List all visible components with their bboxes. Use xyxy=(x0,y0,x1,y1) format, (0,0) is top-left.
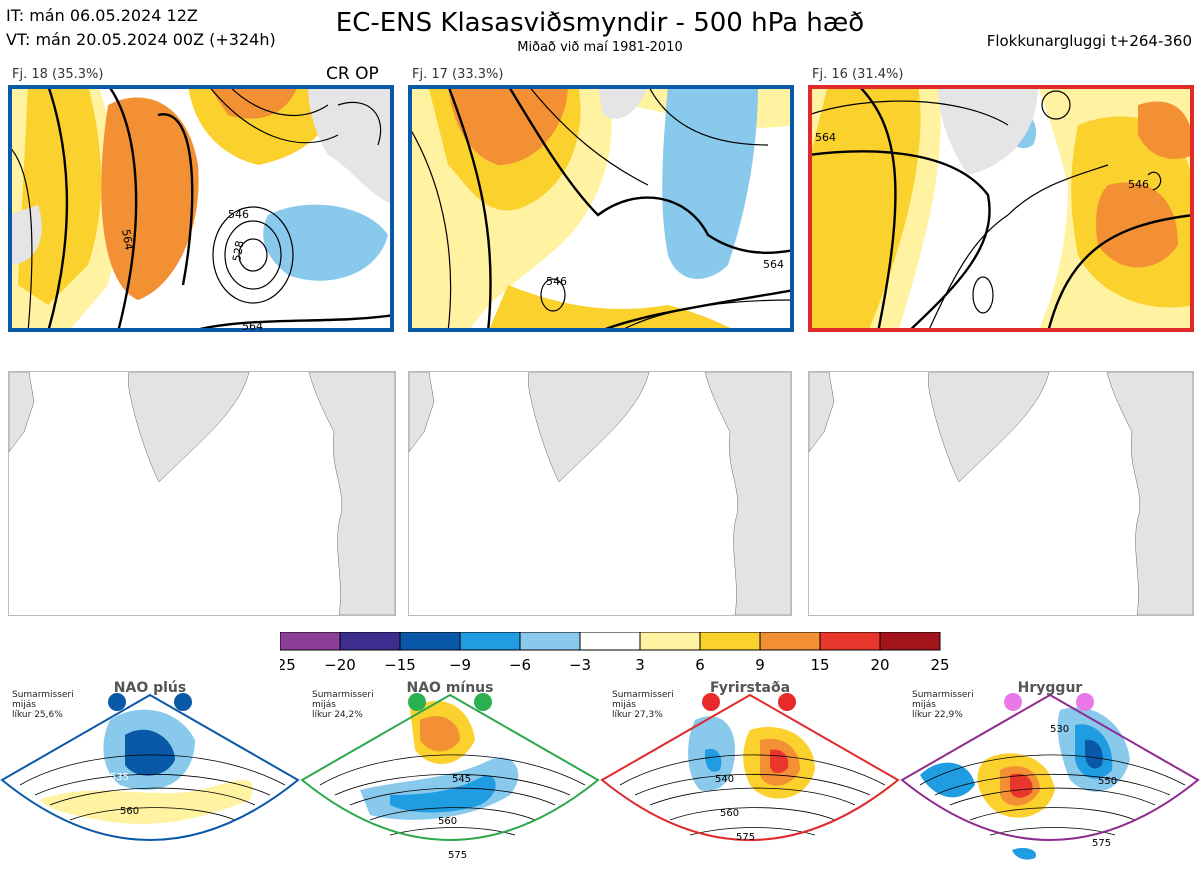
colorbar-swatch xyxy=(459,632,521,651)
contour-label: 528 xyxy=(230,240,246,263)
contour-label: 545 xyxy=(452,774,471,785)
regime-name: NAO plús xyxy=(113,680,187,696)
regime-nao-minus: 545 560 575 NAO mínus Sumarmisseri mijás l… xyxy=(300,680,600,870)
anomaly-map-3 xyxy=(808,371,1194,616)
anomaly-map-2 xyxy=(408,371,792,616)
contour-label: 535 xyxy=(110,772,129,783)
colorbar-swatch xyxy=(819,632,881,651)
initial-time: IT: mán 06.05.2024 12Z xyxy=(6,6,198,25)
regime-note: Sumarmisseri mijás líkur 25,6% xyxy=(12,690,74,720)
regime-ridge: 530 550 575 Hryggur Sumarmisseri mijás lík… xyxy=(900,680,1200,870)
colorbar-tick-label: 15 xyxy=(810,656,829,674)
colorbar-tick-label: 20 xyxy=(870,656,889,674)
colorbar-swatch xyxy=(759,632,821,651)
regime-dot xyxy=(778,693,796,711)
regime-dot xyxy=(108,693,126,711)
cluster-map-3 xyxy=(808,85,1194,332)
cluster-map-2 xyxy=(408,85,794,332)
regime-nao-plus: 535 560 NAO plús Sumarmisseri mijás líkur … xyxy=(0,680,300,870)
regime-name: Hryggur xyxy=(1017,680,1083,696)
regime-dot xyxy=(474,693,492,711)
colorbar-swatch xyxy=(519,632,581,651)
colorbar-swatch xyxy=(579,632,641,651)
colorbar-tick-label: 25 xyxy=(930,656,949,674)
regime-note: Sumarmisseri mijás líkur 22,9% xyxy=(912,690,974,720)
contour-label: 564 xyxy=(119,228,135,251)
contour-label: 560 xyxy=(720,808,739,819)
contour-label: 546 xyxy=(228,208,249,221)
colorbar-swatch xyxy=(399,632,461,651)
contour-label: 575 xyxy=(736,832,755,843)
regime-dot xyxy=(702,693,720,711)
contour-label: 546 xyxy=(1128,178,1149,191)
valid-time: VT: mán 20.05.2024 00Z (+324h) xyxy=(6,30,276,49)
colorbar-swatch xyxy=(280,632,341,651)
colorbar-swatch xyxy=(339,632,401,651)
contour-label: 564 xyxy=(763,258,784,271)
regime-dot xyxy=(1004,693,1022,711)
contour-label: 560 xyxy=(438,816,457,827)
colorbar-tick-label: −9 xyxy=(449,656,471,674)
contour-label: 560 xyxy=(120,806,139,817)
regime-name: NAO mínus xyxy=(406,680,494,696)
page-subtitle: Miðað við maí 1981-2010 xyxy=(517,40,683,55)
colorbar-tick-label: 3 xyxy=(635,656,645,674)
colorbar-swatch xyxy=(699,632,761,651)
colorbar-tick-label: 9 xyxy=(755,656,765,674)
regime-note: Sumarmisseri mijás líkur 27,3% xyxy=(612,690,674,720)
colorbar-tick-label: −15 xyxy=(384,656,416,674)
colorbar-tick-label: −20 xyxy=(324,656,356,674)
regime-dot xyxy=(408,693,426,711)
cluster-label-2: Fj. 17 (33.3%) xyxy=(412,67,504,82)
colorbar-tick-label: 6 xyxy=(695,656,705,674)
contour-label: 575 xyxy=(1092,838,1111,849)
regime-dot xyxy=(174,693,192,711)
colorbar-swatch xyxy=(639,632,701,651)
regime-name: Fyrirstaða xyxy=(709,680,791,696)
page-title: EC-ENS Klasasviðsmyndir - 500 hPa hæð xyxy=(335,8,865,38)
colorbar-tick-label: −6 xyxy=(509,656,531,674)
colorbar-tick-label: −3 xyxy=(569,656,591,674)
regime-blocking: 540 560 575 Fyrirstaða Sumarmisseri mijás… xyxy=(600,680,900,870)
cluster-map-1 xyxy=(8,85,394,332)
operational-run-label: CR OP xyxy=(326,64,379,84)
contour-label: 540 xyxy=(715,774,734,785)
regime-note: Sumarmisseri mijás líkur 24,2% xyxy=(312,690,374,720)
colorbar-tick-label: −25 xyxy=(280,656,296,674)
anomaly-map-1 xyxy=(8,371,396,616)
contour-label: 575 xyxy=(448,850,467,861)
classification-window: Flokkunargluggi t+264-360 xyxy=(986,32,1192,50)
contour-label: 546 xyxy=(546,275,567,288)
panel-borders: 564 564 546 528 564 546 546 564 xyxy=(8,85,1194,333)
colorbar: −25 −20 −15 −9 −6 −3 3 6 9 15 20 25 xyxy=(280,632,950,674)
contour-label: 564 xyxy=(815,131,836,144)
cluster-label-3: Fj. 16 (31.4%) xyxy=(812,67,904,82)
regime-dot xyxy=(1076,693,1094,711)
contour-label: 530 xyxy=(1050,724,1069,735)
cluster-label-1: Fj. 18 (35.3%) xyxy=(12,67,104,82)
colorbar-swatch xyxy=(879,632,941,651)
contour-label: 564 xyxy=(242,320,263,333)
contour-label: 550 xyxy=(1098,776,1117,787)
